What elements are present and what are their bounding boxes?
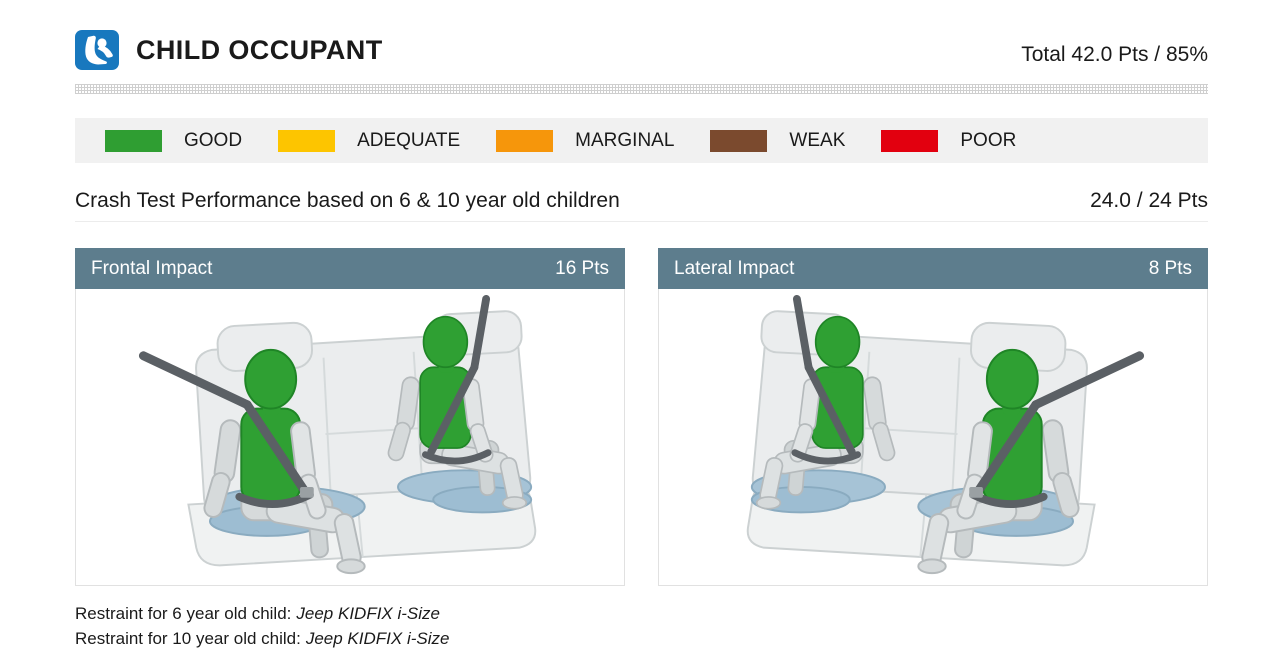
page-title: CHILD OCCUPANT	[136, 35, 383, 65]
frontal-impact-image	[75, 289, 625, 586]
lateral-impact-image	[658, 289, 1208, 586]
legend-item-poor: POOR	[881, 129, 1017, 152]
section-title: Crash Test Performance based on 6 & 10 y…	[75, 189, 620, 212]
legend-label: WEAK	[789, 129, 846, 151]
panel-title: Frontal Impact	[91, 257, 213, 279]
weak-swatch	[710, 129, 768, 152]
section-score: 24.0 / 24 Pts	[1090, 189, 1208, 212]
child-occupant-report: CHILD OCCUPANT Total 42.0 Pts / 85% GOOD…	[75, 30, 1208, 651]
total-score: Total 42.0 Pts / 85%	[1021, 43, 1208, 66]
legend-item-adequate: ADEQUATE	[278, 129, 461, 152]
legend-label: POOR	[960, 129, 1017, 151]
panel-score: 8 Pts	[1148, 257, 1192, 279]
frontal-impact-header: Frontal Impact 16 Pts	[75, 248, 625, 289]
restraint-footnotes: Restraint for 6 year old child: Jeep KIDF…	[75, 601, 1208, 651]
dotted-divider	[75, 84, 1208, 94]
restraint-6yo-value: Jeep KIDFIX i-Size	[296, 604, 440, 623]
legend-item-marginal: MARGINAL	[496, 129, 675, 152]
poor-swatch	[881, 129, 939, 152]
panel-score: 16 Pts	[555, 257, 609, 279]
marginal-swatch	[496, 129, 554, 152]
crash-test-section-header: Crash Test Performance based on 6 & 10 y…	[75, 189, 1208, 222]
legend-label: ADEQUATE	[357, 129, 461, 151]
panel-title: Lateral Impact	[674, 257, 795, 279]
good-swatch	[105, 129, 162, 152]
restraint-10yo-value: Jeep KIDFIX i-Size	[305, 629, 450, 648]
legend-label: GOOD	[184, 129, 243, 151]
legend-label: MARGINAL	[575, 129, 675, 151]
restraint-6yo-line: Restraint for 6 year old child: Jeep KIDF…	[75, 601, 1208, 626]
legend-item-weak: WEAK	[710, 129, 846, 152]
restraint-10yo-line: Restraint for 10 year old child: Jeep KID…	[75, 626, 1208, 651]
rating-legend: GOOD ADEQUATE MARGINAL WEAK POOR	[75, 118, 1208, 163]
legend-item-good: GOOD	[105, 129, 243, 152]
restraint-10yo-label: Restraint for 10 year old child:	[75, 629, 301, 648]
lateral-impact-panel: Lateral Impact 8 Pts	[658, 248, 1208, 586]
lateral-impact-header: Lateral Impact 8 Pts	[658, 248, 1208, 289]
impact-panels: Frontal Impact 16 Pts Lateral Impact 8 P…	[75, 248, 1208, 586]
adequate-swatch	[278, 129, 336, 152]
restraint-6yo-label: Restraint for 6 year old child:	[75, 604, 292, 623]
report-header: CHILD OCCUPANT Total 42.0 Pts / 85%	[75, 30, 1208, 70]
child-seat-icon	[75, 30, 119, 70]
frontal-impact-panel: Frontal Impact 16 Pts	[75, 248, 625, 586]
